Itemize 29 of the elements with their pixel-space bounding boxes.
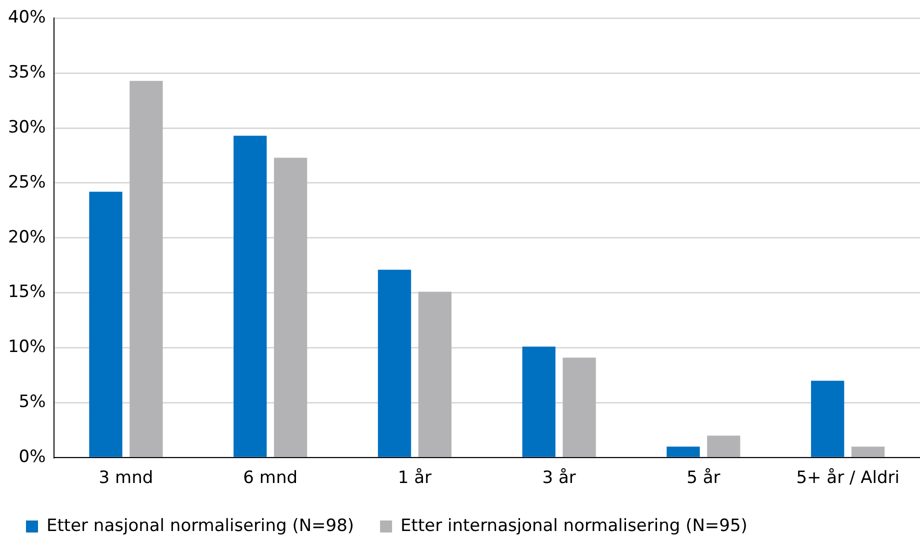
x-tick-label: 3 mnd <box>98 468 154 488</box>
bar <box>851 446 885 457</box>
bar <box>130 80 163 457</box>
legend-label: Etter nasjonal normalisering (N=98) <box>46 516 354 536</box>
x-tick-label: 5 år <box>686 468 720 488</box>
x-tick-label: 1 år <box>398 468 432 488</box>
y-tick-label: 10% <box>8 337 46 358</box>
y-tick-label: 40% <box>8 8 46 28</box>
x-tick-label: 6 mnd <box>243 468 298 488</box>
bar <box>811 380 844 457</box>
bar <box>522 346 556 457</box>
bar <box>562 358 596 457</box>
x-tick-label: 5+ år / Aldri <box>796 468 900 488</box>
y-tick-label: 35% <box>8 62 46 83</box>
y-tick-label: 25% <box>8 172 46 192</box>
bar <box>274 158 308 457</box>
y-tick-label: 20% <box>8 227 46 248</box>
y-tick-label: 30% <box>8 117 46 138</box>
bar <box>418 292 452 457</box>
x-tick-label: 3 år <box>542 468 576 488</box>
y-tick-label: 5% <box>18 392 46 412</box>
bar <box>666 446 700 457</box>
y-tick-label: 15% <box>8 282 46 302</box>
bar <box>89 192 122 457</box>
bar <box>707 436 740 457</box>
bar <box>234 136 267 457</box>
legend-label: Etter internasjonal normalisering (N=95) <box>400 516 748 536</box>
bar <box>378 270 412 457</box>
y-tick-label: 0% <box>18 447 46 468</box>
